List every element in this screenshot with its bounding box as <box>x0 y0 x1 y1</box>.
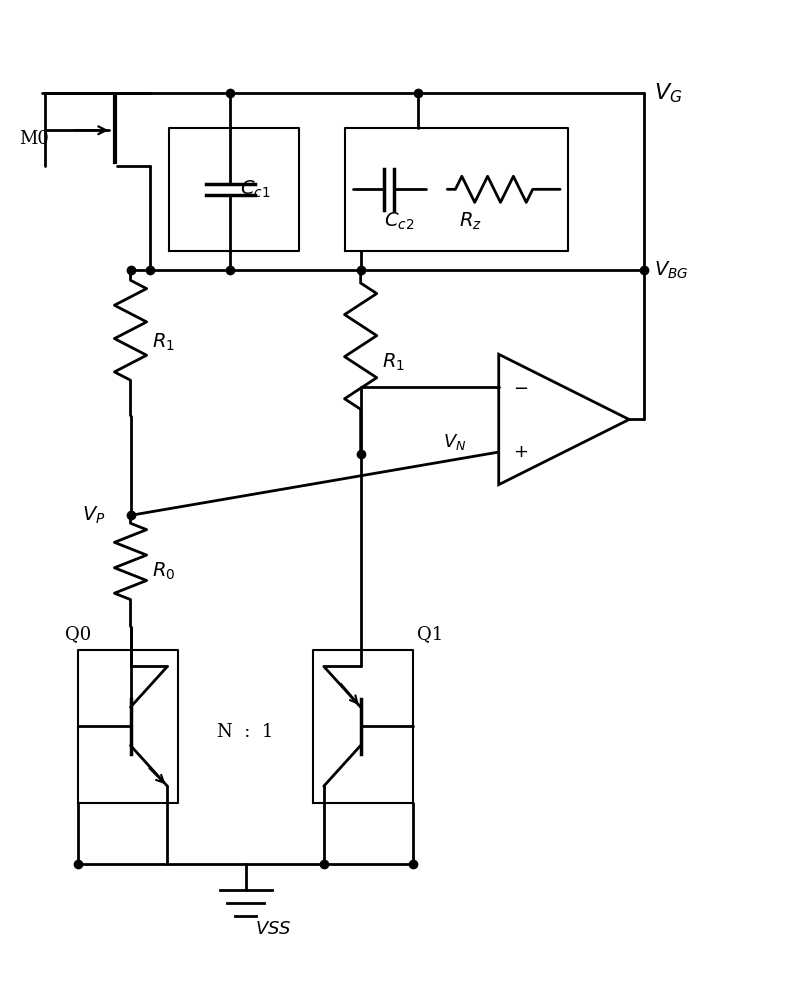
Text: $C_{c2}$: $C_{c2}$ <box>384 211 414 232</box>
Text: $R_1$: $R_1$ <box>152 332 175 353</box>
Text: $R_z$: $R_z$ <box>459 211 482 232</box>
Text: Q0: Q0 <box>65 625 91 643</box>
Text: $R_1$: $R_1$ <box>382 351 405 373</box>
Text: $V_{BG}$: $V_{BG}$ <box>654 259 688 281</box>
Text: M0: M0 <box>19 130 49 148</box>
Text: $V_G$: $V_G$ <box>654 82 682 105</box>
Text: $V_P$: $V_P$ <box>82 505 106 526</box>
Text: N  :  1: N : 1 <box>217 723 274 741</box>
Text: Q1: Q1 <box>417 625 443 643</box>
Text: $+$: $+$ <box>512 443 527 461</box>
Text: $VSS$: $VSS$ <box>255 920 291 938</box>
Text: $R_0$: $R_0$ <box>152 560 176 582</box>
Text: $-$: $-$ <box>512 378 527 396</box>
Text: $C_{c1}$: $C_{c1}$ <box>240 179 271 200</box>
Text: $V_N$: $V_N$ <box>444 432 467 452</box>
